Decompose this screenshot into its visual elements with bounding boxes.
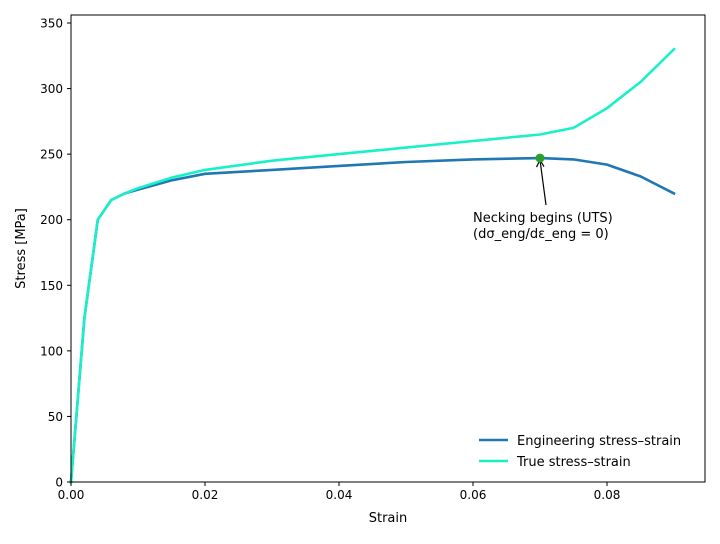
uts-marker bbox=[535, 153, 545, 163]
x-tick-label: 0.00 bbox=[58, 488, 85, 502]
y-tick-label: 350 bbox=[40, 17, 63, 31]
true-curve bbox=[69, 47, 676, 484]
x-tick-label: 0.02 bbox=[192, 488, 219, 502]
x-tick-label: 0.04 bbox=[326, 488, 353, 502]
y-axis-ticks: 0 50 100 150 200 250 300 350 bbox=[40, 17, 71, 490]
y-tick-label: 0 bbox=[55, 476, 63, 490]
x-tick-label: 0.06 bbox=[460, 488, 487, 502]
y-tick-label: 100 bbox=[40, 344, 63, 358]
x-axis-label: Strain bbox=[369, 511, 408, 526]
annotation-text-line2: (dσ_eng/dε_eng = 0) bbox=[473, 227, 609, 242]
legend: Engineering stress–strain True stress–st… bbox=[479, 434, 681, 470]
y-tick-label: 50 bbox=[48, 410, 63, 424]
y-tick-label: 250 bbox=[40, 148, 63, 162]
annotation-text-line1: Necking begins (UTS) bbox=[473, 211, 613, 226]
legend-label-true: True stress–strain bbox=[516, 455, 631, 470]
annotation: Necking begins (UTS) (dσ_eng/dε_eng = 0) bbox=[473, 153, 613, 242]
x-axis-ticks: 0.00 0.02 0.04 0.06 0.08 bbox=[58, 482, 621, 502]
x-tick-label: 0.08 bbox=[594, 488, 621, 502]
y-tick-label: 150 bbox=[40, 279, 63, 293]
y-tick-label: 200 bbox=[40, 213, 63, 227]
plot-lines bbox=[69, 47, 676, 484]
axes-frame bbox=[70, 14, 706, 483]
legend-label-engineering: Engineering stress–strain bbox=[517, 434, 681, 449]
annotation-arrow bbox=[539, 159, 547, 206]
y-axis-label: Stress [MPa] bbox=[14, 208, 29, 289]
y-tick-label: 300 bbox=[40, 82, 63, 96]
